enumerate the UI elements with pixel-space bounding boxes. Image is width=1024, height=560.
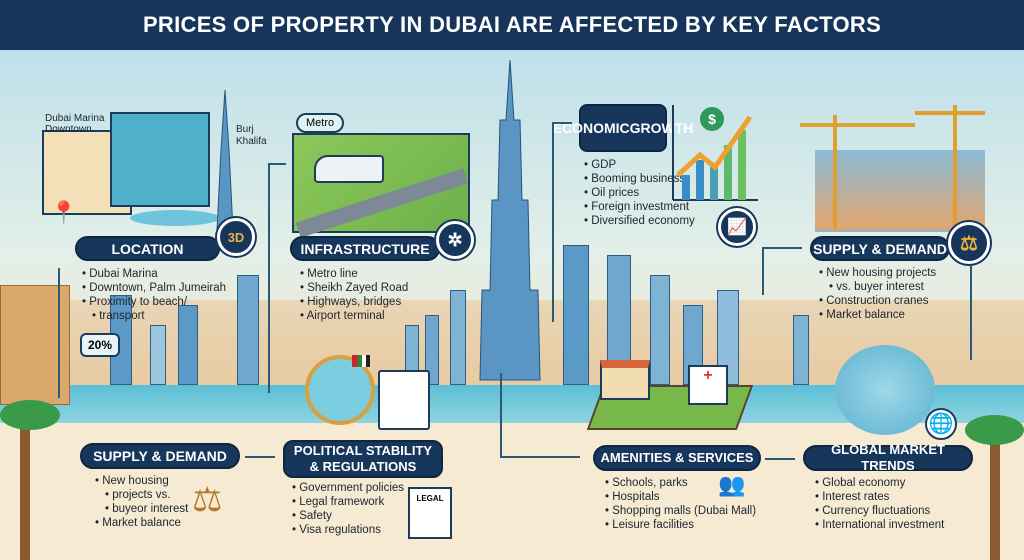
arrow-amenities-to-global — [765, 458, 795, 460]
list-item: Oil prices — [584, 186, 695, 200]
global-list: Global economy Interest rates Currency f… — [815, 476, 944, 532]
supply-top-list: New housing projects vs. buyer interest … — [819, 266, 936, 322]
list-item: Legal framework — [292, 495, 404, 509]
economic-label-line2: GROWTH — [629, 120, 694, 136]
beach-water — [130, 210, 220, 226]
metro-train-icon — [314, 155, 384, 183]
list-item: Shopping malls (Dubai Mall) — [605, 504, 756, 518]
list-item: buyeor interest — [95, 502, 188, 516]
globe-illustration — [835, 345, 935, 435]
arrow-to-infrastructure — [268, 163, 286, 393]
crane-icon — [800, 105, 985, 230]
list-item: International investment — [815, 518, 944, 532]
palm-tree-left — [20, 410, 30, 560]
economic-growth-label: ECONOMIC GROWTH — [553, 104, 693, 152]
list-item: Downtown, Palm Jumeirah — [82, 281, 226, 295]
list-item: GDP — [584, 158, 695, 172]
political-label-line2: & REGULATIONS — [309, 459, 417, 474]
globe-icon: 🌐 — [925, 408, 957, 440]
list-item: Hospitals — [605, 490, 756, 504]
infrastructure-illustration — [292, 133, 470, 238]
amenities-label: AMENITIES & SERVICES — [593, 445, 761, 471]
amenities-list: Schools, parks Hospitals Shopping malls … — [605, 476, 756, 532]
list-item: Schools, parks — [605, 476, 756, 490]
community-icon: 👥 — [718, 472, 746, 497]
supply-bottom-list: New housing projects vs. buyeor interest… — [95, 474, 188, 530]
metro-tag: Metro — [296, 113, 345, 133]
list-item: vs. buyer interest — [819, 280, 936, 294]
page-title: PRICES OF PROPERTY IN DUBAI ARE AFFECTED… — [142, 12, 882, 37]
arrow-to-amenities — [500, 373, 580, 458]
list-item: Diversified economy — [584, 214, 695, 228]
uae-flag-icon — [352, 355, 370, 367]
chart-up-icon: 📈 — [718, 208, 756, 246]
list-item: Market balance — [819, 308, 936, 322]
list-item: Foreign investment — [584, 200, 695, 214]
list-item: transport — [82, 309, 226, 323]
list-item: Dubai Marina — [82, 267, 226, 281]
palm-jumeirah-map — [110, 112, 210, 207]
legal-document-icon: LEGAL — [408, 487, 452, 539]
arrow-up-location — [58, 268, 60, 398]
school-icon — [600, 360, 650, 400]
economic-label-line1: ECONOMIC — [552, 120, 630, 136]
list-item: Interest rates — [815, 490, 944, 504]
list-item: Market balance — [95, 516, 188, 530]
list-item: Global economy — [815, 476, 944, 490]
list-item: Government policies — [292, 481, 404, 495]
burj-khalifa-illustration — [479, 60, 541, 381]
arrow-supply-to-political — [245, 456, 275, 458]
growth-chart-icon — [672, 105, 758, 201]
list-item: Safety — [292, 509, 404, 523]
list-item: Booming business — [584, 172, 695, 186]
burj-label-1: Burj — [236, 124, 254, 135]
infrastructure-label: INFRASTRUCTURE — [290, 236, 440, 261]
list-item: Airport terminal — [300, 309, 408, 323]
list-item: Construction cranes — [819, 294, 936, 308]
hospital-icon: + — [688, 365, 728, 405]
supply-demand-top-label: SUPPLY & DEMAND — [810, 236, 950, 261]
list-item: New housing — [95, 474, 188, 488]
map-pin-icon: 📍 — [50, 200, 78, 225]
arrow-to-supply-top — [762, 247, 802, 295]
list-item: Visa regulations — [292, 523, 404, 537]
political-list: Government policies Legal framework Safe… — [292, 481, 404, 537]
arrow-down-global — [970, 265, 972, 360]
3d-icon: 3D — [217, 218, 255, 256]
title-bar: PRICES OF PROPERTY IN DUBAI ARE AFFECTED… — [0, 0, 1024, 50]
location-label: LOCATION — [75, 236, 220, 261]
list-item: Proximity to beach/ — [82, 295, 226, 309]
percent-badge: 20% — [80, 333, 121, 357]
global-label: GLOBAL MARKET TRENDS — [803, 442, 973, 473]
dollar-icon: $ — [700, 107, 724, 131]
supply-demand-bottom-label: SUPPLY & DEMAND — [80, 443, 240, 469]
list-item: Metro line — [300, 267, 408, 281]
map-label-downtown: Downtown — [45, 124, 92, 135]
list-item: projects vs. — [95, 488, 188, 502]
political-label-line1: POLITICAL STABILITY — [293, 443, 433, 458]
network-icon: ✲ — [436, 221, 474, 259]
burj-label-2: Khalifa — [236, 136, 267, 147]
list-item: Leisure facilities — [605, 518, 756, 532]
arrow-to-economic — [552, 122, 572, 322]
economic-list: GDP Booming business Oil prices Foreign … — [584, 158, 695, 228]
map-label-marina: Dubai Marina — [45, 113, 105, 124]
palm-leaves-right — [965, 415, 1024, 445]
infrastructure-list: Metro line Sheikh Zayed Road Highways, b… — [300, 267, 409, 323]
list-item: Currency fluctuations — [815, 504, 944, 518]
scale-icon: ⚖ — [948, 222, 990, 264]
palm-tree-right — [990, 430, 1000, 560]
balance-scale-icon: ⚖ — [192, 481, 223, 519]
document-icon — [378, 370, 430, 430]
palm-leaves-left — [0, 400, 60, 430]
list-item: New housing projects — [819, 266, 936, 280]
list-item: Sheikh Zayed Road — [300, 281, 408, 295]
list-item: Highways, bridges — [300, 295, 408, 309]
location-list: Dubai Marina Downtown, Palm Jumeirah Pro… — [82, 267, 226, 323]
political-label: POLITICAL STABILITY & REGULATIONS — [283, 440, 443, 478]
